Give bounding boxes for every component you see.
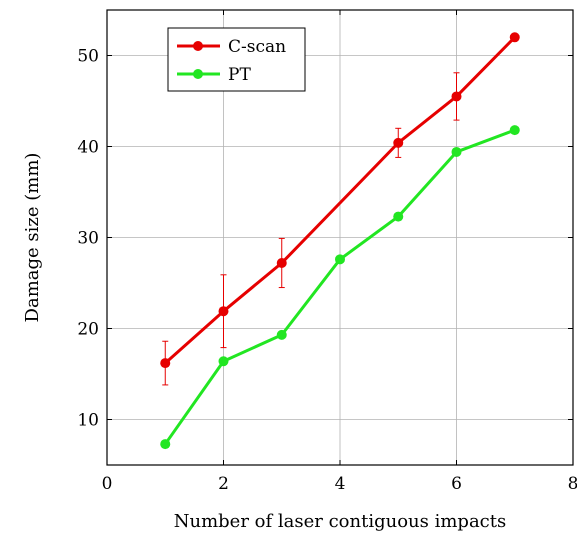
x-tick-label: 0 xyxy=(102,474,113,494)
x-tick-label: 6 xyxy=(451,474,462,494)
y-tick-label: 10 xyxy=(77,411,99,431)
data-point-pt xyxy=(160,439,171,450)
data-point-pt xyxy=(335,254,345,265)
axis-ticks: 0 2 4 6 8 10 20 30 40 50 xyxy=(77,10,577,494)
legend-label: C-scan xyxy=(228,37,286,57)
series-line-c-scan xyxy=(164,36,516,365)
x-tick-label: 8 xyxy=(568,474,577,494)
data-point-pt xyxy=(218,356,229,367)
y-tick-label: 50 xyxy=(77,47,99,67)
data-point-pt xyxy=(276,329,287,340)
y-tick-label: 30 xyxy=(77,229,99,249)
series-pt xyxy=(160,125,520,450)
y-tick-label: 20 xyxy=(77,320,99,340)
data-point-c-scan xyxy=(276,257,287,268)
legend: C-scan PT xyxy=(167,27,306,92)
legend-swatch-marker xyxy=(193,41,203,51)
legend-entry-pt: PT xyxy=(177,65,251,85)
data-point-c-scan xyxy=(509,32,520,43)
x-tick-label: 4 xyxy=(335,474,346,494)
data-point-pt xyxy=(509,125,520,136)
series-c-scan xyxy=(160,32,520,386)
data-point-c-scan xyxy=(218,306,229,317)
y-tick-label: 40 xyxy=(77,138,99,158)
data-point-c-scan xyxy=(451,91,462,102)
x-axis-label: Number of laser contiguous impacts xyxy=(174,511,506,532)
data-point-c-scan xyxy=(393,137,404,148)
data-point-pt xyxy=(393,211,404,222)
y-axis-label: Damage size (mm) xyxy=(22,153,43,323)
legend-swatch-marker xyxy=(193,69,203,79)
series-layer xyxy=(160,32,520,450)
data-point-c-scan xyxy=(160,358,171,369)
legend-box xyxy=(167,27,306,92)
data-point-pt xyxy=(451,146,462,157)
x-tick-label: 2 xyxy=(218,474,229,494)
legend-entry-c-scan: C-scan xyxy=(177,37,286,57)
legend-label: PT xyxy=(228,65,251,85)
